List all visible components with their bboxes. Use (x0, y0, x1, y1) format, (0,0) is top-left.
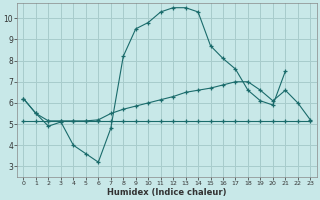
X-axis label: Humidex (Indice chaleur): Humidex (Indice chaleur) (107, 188, 227, 197)
